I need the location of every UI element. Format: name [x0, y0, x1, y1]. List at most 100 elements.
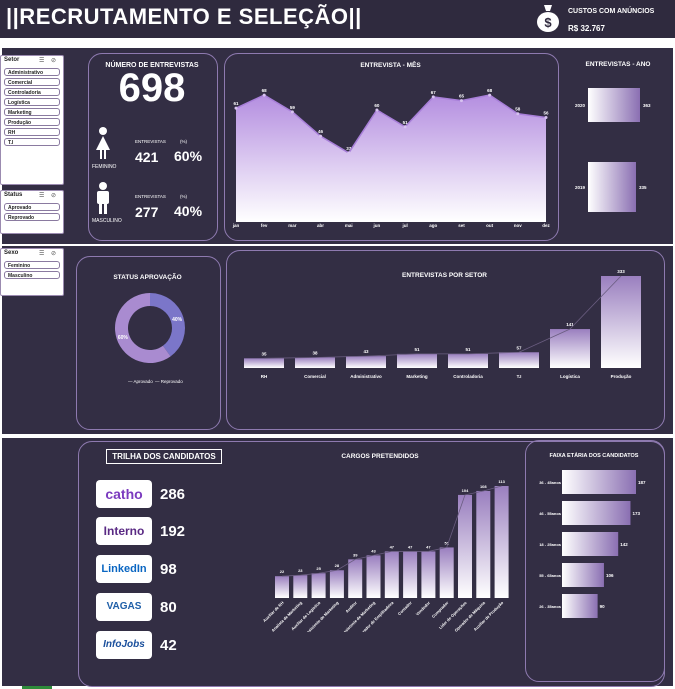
age-bar-chart: 36 - 45anos 187 46 - 55anos 173 18 - 25anos 1… — [539, 470, 646, 618]
linkedin-logo: LinkedIn — [96, 555, 152, 583]
catho-logo-text: catho — [105, 486, 143, 502]
monthly-data-label: 61 — [233, 101, 239, 106]
female-icon — [96, 127, 110, 159]
clear-filter-icon[interactable]: ⊘ — [51, 193, 57, 199]
cargos-bar — [421, 551, 436, 598]
infojobs-value: 42 — [160, 637, 177, 654]
vagas-logo: VAGAS — [96, 593, 152, 621]
monthly-tick-label: mar — [288, 223, 297, 228]
status-panel — [76, 256, 221, 430]
monthly-tick-label: nov — [514, 223, 522, 228]
cargos-data-label: 23 — [298, 568, 303, 573]
age-bar — [562, 594, 598, 618]
monthly-point — [375, 108, 379, 112]
sector-tick-label: Controladoria — [453, 374, 483, 379]
linkedin-value: 98 — [160, 561, 177, 578]
sector-bar-chart: 35 RH 38 Comercial 43 Administrativo 51 Marketi… — [244, 269, 641, 379]
slicer-item-reprovado[interactable]: Reprovado — [4, 213, 60, 221]
infojobs-logo-text: InfoJobs — [103, 639, 145, 650]
female-count: 421 — [135, 149, 159, 165]
cargos-data-label: 51 — [444, 540, 449, 545]
yearly-data-label: 335 — [639, 185, 647, 190]
monthly-tick-label: dez — [542, 223, 550, 228]
sector-chart-title: ENTREVISTAS POR SETOR — [402, 272, 487, 279]
age-bar — [562, 532, 619, 556]
interno-logo-text: Interno — [103, 524, 145, 538]
cost-label: CUSTOS COM ANÚNCIOS — [568, 8, 655, 15]
age-data-label: 90 — [600, 604, 606, 609]
status-chart-title: STATUS APROVAÇÃO — [113, 274, 182, 281]
catho-value: 286 — [160, 486, 186, 503]
age-data-label: 187 — [638, 480, 646, 485]
slicer-item-controladoria[interactable]: Controladoria — [4, 88, 60, 96]
age-chart-title: FAIXA ETÁRIA DOS CANDIDATOS — [549, 453, 639, 459]
monthly-area-chart: 61 jan 68 fev 59 mar 46 abr 37 mai 60 jun 51 jul 67 ago… — [232, 88, 551, 228]
yearly-bar — [588, 88, 640, 122]
slicer-item-comercial[interactable]: Comercial — [4, 78, 60, 86]
monthly-data-label: 51 — [403, 120, 409, 125]
sector-bar — [295, 357, 335, 368]
sector-data-label: 57 — [516, 345, 522, 350]
monthly-data-label: 68 — [262, 88, 268, 93]
catho-logo: catho — [96, 480, 152, 508]
cargos-bar — [275, 576, 289, 598]
slicer-item-aprovado[interactable]: Aprovado — [4, 203, 60, 211]
slicer-item-producao[interactable]: Produção — [4, 118, 60, 126]
donut-slice — [150, 293, 185, 357]
yearly-bar-chart: 2020 363 2019 335 — [575, 88, 651, 212]
sector-tick-label: RH — [261, 374, 268, 379]
clear-filter-icon[interactable]: ⊘ — [51, 251, 57, 257]
slicer-item-administrativo[interactable]: Administrativo — [4, 68, 60, 76]
donut-legend-label: — Aprovado — [128, 379, 153, 384]
monthly-tick-label: mai — [345, 223, 353, 228]
interno-value: 192 — [160, 523, 186, 540]
sector-bar — [448, 353, 488, 368]
male-label: MASCULINO — [92, 218, 122, 224]
cargos-bar — [403, 551, 418, 598]
donut-slice — [115, 293, 171, 363]
female-col-pct: (%) — [180, 139, 187, 144]
sector-data-label: 38 — [312, 351, 318, 356]
slicer-item-rh[interactable]: RH — [4, 128, 60, 136]
sector-data-label: 141 — [566, 322, 574, 327]
monthly-tick-label: ago — [429, 223, 437, 228]
sector-panel — [226, 250, 665, 430]
monthly-point — [290, 110, 294, 114]
clear-filter-icon[interactable]: ⊘ — [51, 58, 57, 64]
sector-data-label: 51 — [414, 347, 420, 352]
slicer-item-ti[interactable]: T.I — [4, 138, 60, 146]
slicer-item-logistica[interactable]: Logística — [4, 98, 60, 106]
multiselect-icon[interactable]: ☰ — [39, 58, 45, 64]
slicer-item-feminino[interactable]: Feminino — [4, 261, 60, 269]
sector-tick-label: Marketing — [406, 374, 428, 379]
slicer-item-masculino[interactable]: Masculino — [4, 271, 60, 279]
cargos-data-label: 47 — [408, 544, 413, 549]
multiselect-icon[interactable]: ☰ — [39, 193, 45, 199]
monthly-data-label: 46 — [318, 129, 324, 134]
linkedin-logo-text: LinkedIn — [101, 563, 147, 575]
slicer-sexo-title: Sexo — [4, 250, 19, 256]
age-data-label: 106 — [606, 573, 614, 578]
multiselect-icon[interactable]: ☰ — [39, 251, 45, 257]
cargos-bar — [476, 490, 491, 598]
cargos-bar — [348, 559, 363, 598]
monthly-tick-label: jan — [232, 223, 240, 228]
cargos-tick-label: Auditor — [344, 600, 358, 614]
sector-tick-label: Comercial — [304, 374, 326, 379]
sheet-tab-indicator — [22, 686, 52, 689]
cargos-bar — [439, 547, 454, 598]
cargos-data-label: 22 — [280, 569, 285, 574]
cargos-data-label: 25 — [316, 566, 321, 571]
sector-trend-line — [263, 275, 622, 359]
monthly-tick-label: fev — [261, 223, 268, 228]
slicer-item-marketing[interactable]: Marketing — [4, 108, 60, 116]
monthly-data-label: 60 — [374, 103, 380, 108]
age-data-label: 173 — [632, 511, 640, 516]
cargos-tick-label: Contador — [397, 600, 413, 616]
cargos-data-label: 113 — [498, 479, 505, 484]
monthly-point — [516, 112, 520, 116]
age-panel — [525, 440, 665, 682]
age-bar — [562, 501, 631, 525]
sector-data-label: 333 — [617, 269, 625, 274]
sector-tick-label: T.I — [517, 374, 522, 379]
